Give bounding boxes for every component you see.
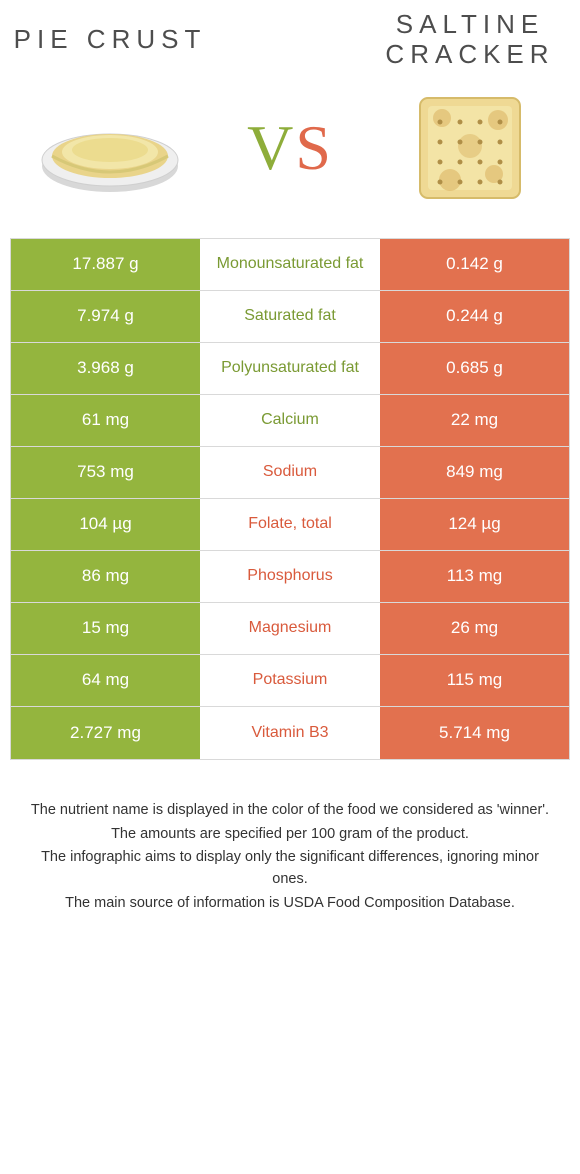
left-title-col: Pie crust	[10, 10, 210, 70]
left-value: 64 mg	[11, 655, 200, 706]
right-value: 124 µg	[380, 499, 569, 550]
title-spacer	[210, 10, 370, 70]
table-row: 61 mgCalcium22 mg	[11, 395, 569, 447]
saltine-cracker-icon	[390, 88, 550, 208]
left-food-image	[10, 88, 210, 208]
left-value: 17.887 g	[11, 239, 200, 290]
nutrient-name: Saturated fat	[200, 291, 380, 342]
left-value: 104 µg	[11, 499, 200, 550]
right-title-col: Saltine cracker	[370, 10, 570, 70]
left-value: 753 mg	[11, 447, 200, 498]
nutrient-name: Vitamin B3	[200, 707, 380, 759]
nutrient-name: Folate, total	[200, 499, 380, 550]
pie-crust-icon	[30, 88, 190, 208]
right-value: 0.244 g	[380, 291, 569, 342]
nutrient-name: Magnesium	[200, 603, 380, 654]
vs-v: V	[247, 112, 295, 183]
vs-label: VS	[210, 111, 370, 185]
right-food-title: Saltine cracker	[370, 10, 570, 70]
nutrient-name: Calcium	[200, 395, 380, 446]
right-value: 113 mg	[380, 551, 569, 602]
table-row: 2.727 mgVitamin B35.714 mg	[11, 707, 569, 759]
table-row: 17.887 gMonounsaturated fat0.142 g	[11, 239, 569, 291]
vs-s: S	[295, 112, 333, 183]
right-food-image	[370, 88, 570, 208]
left-value: 3.968 g	[11, 343, 200, 394]
table-row: 3.968 gPolyunsaturated fat0.685 g	[11, 343, 569, 395]
left-value: 2.727 mg	[11, 707, 200, 759]
nutrient-table: 17.887 gMonounsaturated fat0.142 g7.974 …	[10, 238, 570, 760]
footer-line: The amounts are specified per 100 gram o…	[28, 824, 552, 846]
right-value: 5.714 mg	[380, 707, 569, 759]
right-value: 0.685 g	[380, 343, 569, 394]
right-value: 115 mg	[380, 655, 569, 706]
left-value: 15 mg	[11, 603, 200, 654]
table-row: 86 mgPhosphorus113 mg	[11, 551, 569, 603]
right-value: 0.142 g	[380, 239, 569, 290]
title-row: Pie crust Saltine cracker	[10, 10, 570, 70]
footer-line: The infographic aims to display only the…	[28, 847, 552, 891]
table-row: 7.974 gSaturated fat0.244 g	[11, 291, 569, 343]
right-value: 22 mg	[380, 395, 569, 446]
table-row: 15 mgMagnesium26 mg	[11, 603, 569, 655]
left-value: 61 mg	[11, 395, 200, 446]
right-value: 26 mg	[380, 603, 569, 654]
nutrient-name: Polyunsaturated fat	[200, 343, 380, 394]
left-food-title: Pie crust	[14, 25, 207, 55]
nutrient-name: Sodium	[200, 447, 380, 498]
table-row: 64 mgPotassium115 mg	[11, 655, 569, 707]
left-value: 7.974 g	[11, 291, 200, 342]
right-value: 849 mg	[380, 447, 569, 498]
table-row: 753 mgSodium849 mg	[11, 447, 569, 499]
footer-line: The main source of information is USDA F…	[28, 893, 552, 915]
table-row: 104 µgFolate, total124 µg	[11, 499, 569, 551]
nutrient-name: Monounsaturated fat	[200, 239, 380, 290]
footer-notes: The nutrient name is displayed in the co…	[10, 760, 570, 915]
nutrient-name: Potassium	[200, 655, 380, 706]
footer-line: The nutrient name is displayed in the co…	[28, 800, 552, 822]
left-value: 86 mg	[11, 551, 200, 602]
visual-row: VS	[10, 88, 570, 208]
nutrient-name: Phosphorus	[200, 551, 380, 602]
